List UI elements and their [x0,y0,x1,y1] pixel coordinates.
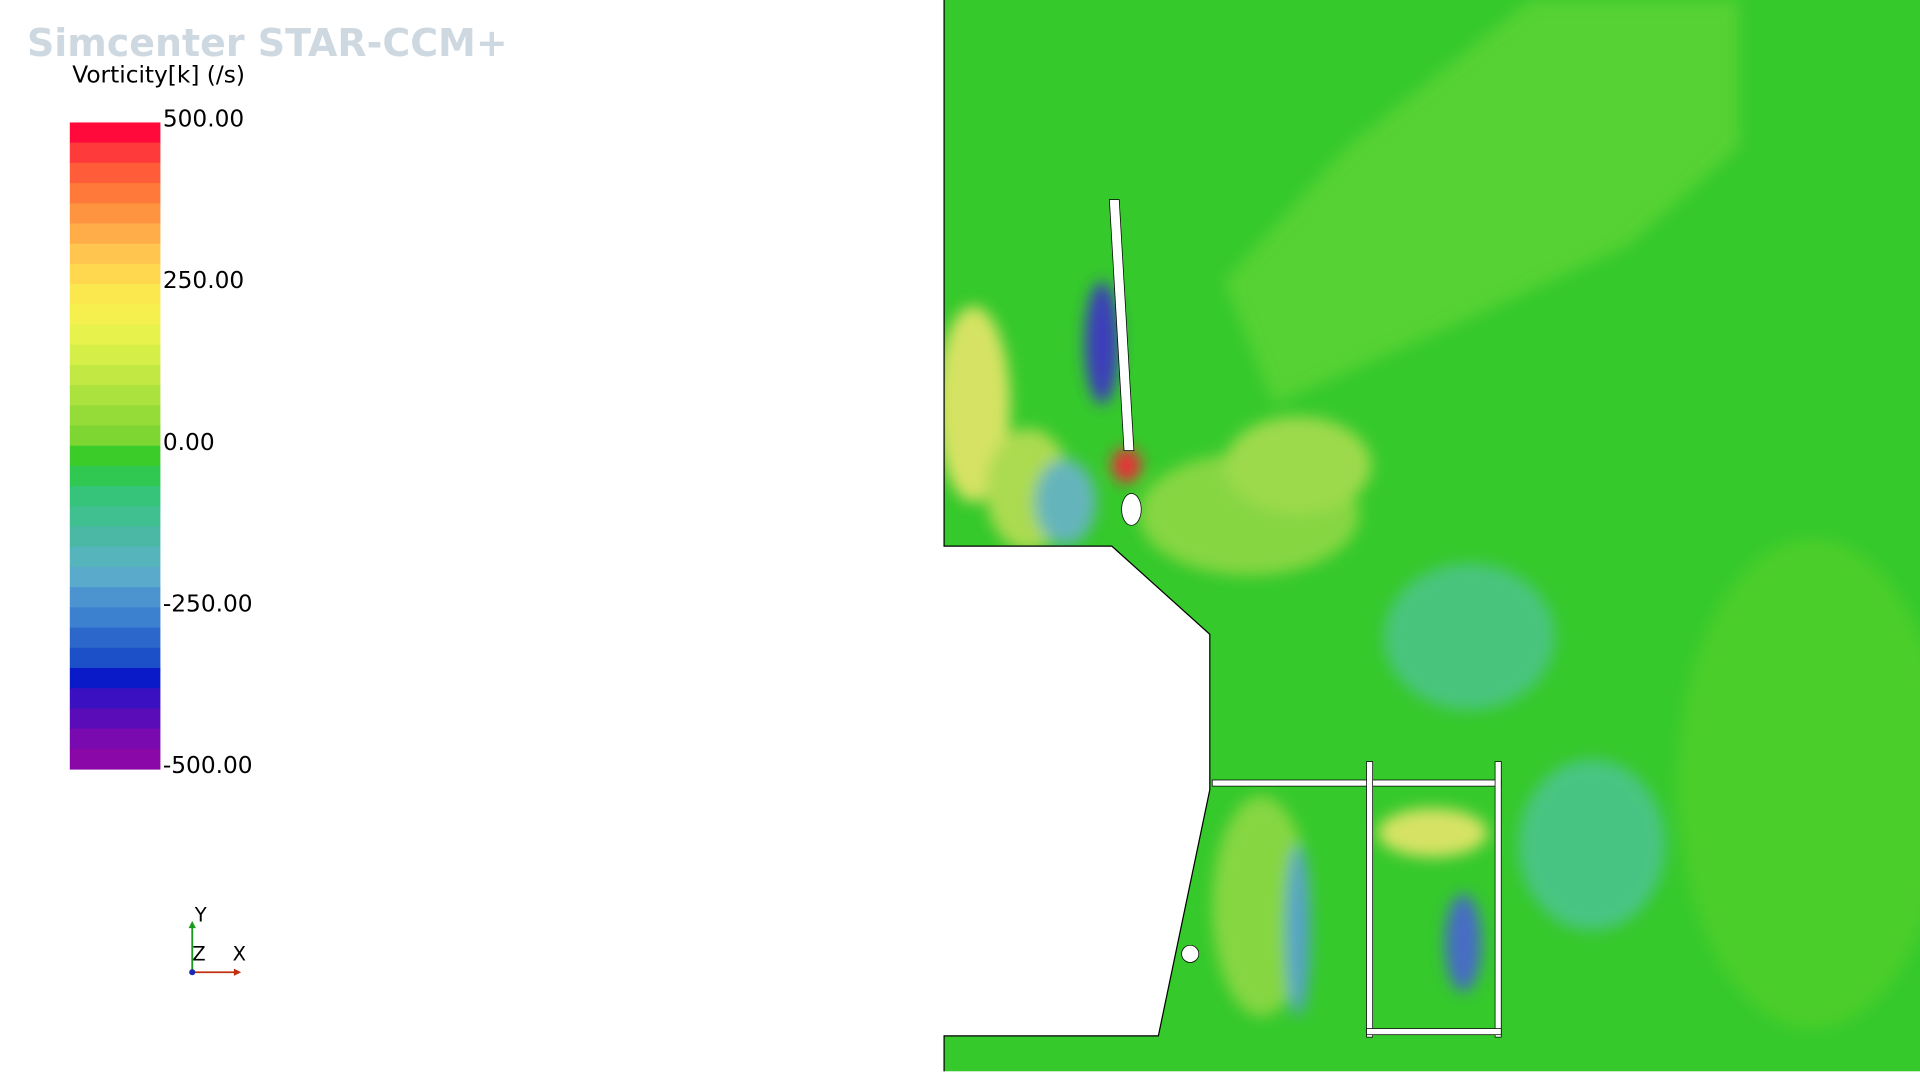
color-band [69,304,161,326]
axis-triad: Y Z X [188,903,246,976]
color-band [69,607,161,629]
color-band [69,708,161,730]
colorbar-labels: 500.00 250.00 0.00 -250.00 -500.00 [163,106,253,780]
color-band [69,203,161,225]
color-band [69,748,161,770]
color-band [69,647,161,669]
color-band [69,425,161,447]
box-structure [1211,761,1502,1038]
color-band [69,627,161,649]
color-band [69,506,161,528]
color-band [69,263,161,285]
axis-label: Y [194,903,207,926]
color-band [69,162,161,184]
color-band [69,445,161,467]
colorbar-label: -250.00 [163,590,253,617]
colorbar-label: 500.00 [163,106,244,133]
color-band [69,546,161,568]
axis-label: Z [192,943,205,966]
color-band [69,688,161,709]
color-band [69,364,161,386]
color-band [69,142,161,164]
axis-label: X [233,943,246,966]
color-band [69,223,161,245]
color-band [69,566,161,588]
brand: Simcenter STAR-CCM+ [27,21,508,65]
color-band [69,344,161,366]
colorbar-label: 250.00 [163,267,244,294]
colorbar-label: -500.00 [163,752,253,779]
cylinder [1121,493,1142,526]
color-band [69,284,161,305]
color-band [69,465,161,487]
color-band [69,122,161,144]
slat [1108,199,1135,451]
color-band [69,728,161,750]
color-band [69,486,161,507]
colorbar [69,122,161,770]
color-band [69,183,161,204]
color-band [69,587,161,608]
color-band [69,667,161,689]
color-band [69,385,161,406]
colorbar-label: 0.00 [163,429,215,456]
color-band [69,405,161,427]
color-band [69,324,161,346]
cylinder [1181,944,1200,963]
color-band [69,243,161,265]
flow-field [944,0,1920,1072]
color-band [69,526,161,548]
legend-title: Vorticity[k] (/s) [72,61,245,88]
